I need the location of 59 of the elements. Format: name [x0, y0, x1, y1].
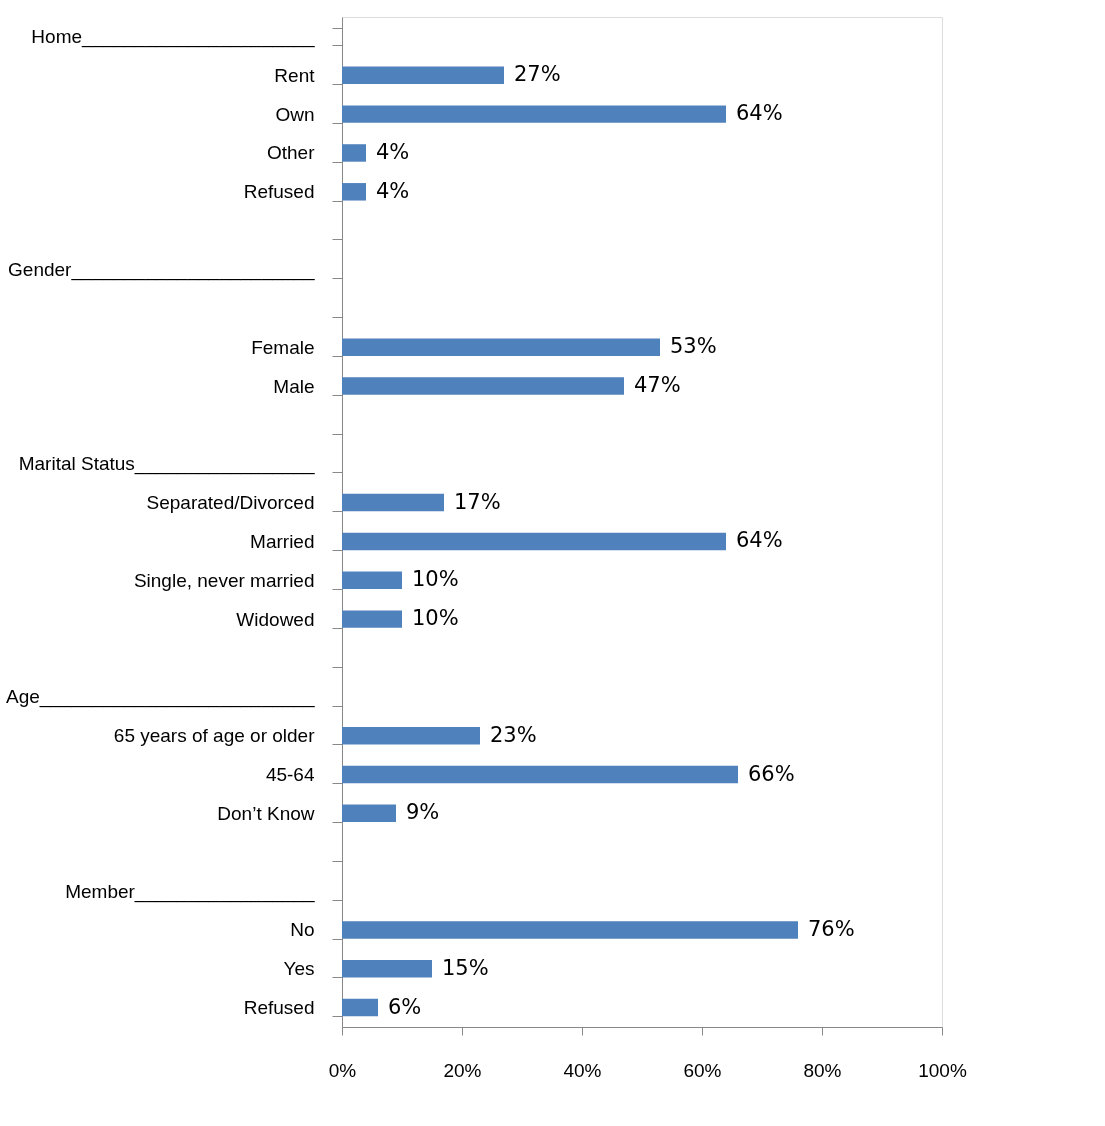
- bar: [342, 571, 402, 590]
- bar: [342, 765, 738, 784]
- y-tick-label: No: [290, 919, 315, 941]
- y-tick-label: Male: [273, 375, 315, 397]
- data-label: 47%: [634, 373, 681, 398]
- data-label: 66%: [748, 761, 795, 786]
- bar: [342, 105, 726, 123]
- y-tick-label: Refused: [243, 997, 315, 1019]
- data-label: 64%: [736, 528, 783, 553]
- data-label: 4%: [376, 139, 410, 164]
- y-tick-label: Other: [266, 142, 316, 164]
- bar: [342, 532, 726, 551]
- data-label: 10%: [412, 567, 459, 592]
- y-tick-label: Member_________________: [65, 880, 315, 903]
- bar: [342, 921, 798, 939]
- bar: [342, 377, 624, 395]
- data-label: 6%: [388, 994, 422, 1019]
- y-tick-label: Own: [275, 103, 315, 125]
- y-tick-label: 65 years of age or older: [113, 725, 316, 747]
- y-tick-label: Widowed: [236, 608, 315, 630]
- y-tick-label: Gender_______________________: [8, 259, 315, 281]
- bar: [342, 998, 378, 1017]
- data-label: 53%: [670, 334, 717, 359]
- data-label: 23%: [490, 722, 537, 747]
- data-label: 76%: [808, 916, 855, 941]
- data-label: 15%: [442, 955, 489, 980]
- y-tick-label: Married: [250, 530, 315, 552]
- data-label: 64%: [736, 101, 783, 126]
- data-label: 27%: [514, 62, 561, 87]
- bar: [342, 66, 504, 85]
- data-label: 10%: [412, 606, 459, 631]
- bar: [342, 804, 396, 823]
- y-tick-label: Single, never married: [133, 569, 315, 591]
- data-label: 17%: [454, 489, 501, 514]
- y-tick-label: 45-64: [265, 764, 315, 785]
- y-tick-label: Don’t Know: [217, 802, 315, 824]
- data-label: 9%: [406, 800, 440, 825]
- x-tick-label: 20%: [443, 1059, 482, 1081]
- bar: [342, 726, 480, 745]
- bar: [342, 493, 444, 512]
- y-tick-label: Rent: [274, 64, 316, 86]
- y-tick-label: Marital Status_________________: [18, 453, 315, 476]
- bar: [342, 183, 366, 201]
- y-tick-label: Age__________________________: [5, 686, 315, 709]
- x-tick-label: 40%: [563, 1059, 602, 1081]
- bar: [342, 959, 432, 978]
- bar: [342, 338, 660, 356]
- y-tick-label: Female: [251, 336, 315, 358]
- data-label: 4%: [376, 178, 410, 203]
- y-tick-label: Refused: [243, 181, 315, 203]
- bar: [342, 610, 402, 628]
- x-tick-label: 80%: [803, 1059, 842, 1081]
- x-tick-label: 100%: [918, 1059, 967, 1081]
- y-tick-label: Separated/Divorced: [146, 492, 315, 514]
- x-tick-label: 60%: [683, 1059, 722, 1081]
- bar: [342, 144, 366, 162]
- y-tick-label: Home______________________: [31, 25, 315, 48]
- y-tick-label: Yes: [283, 958, 315, 980]
- x-tick-label: 0%: [328, 1059, 357, 1081]
